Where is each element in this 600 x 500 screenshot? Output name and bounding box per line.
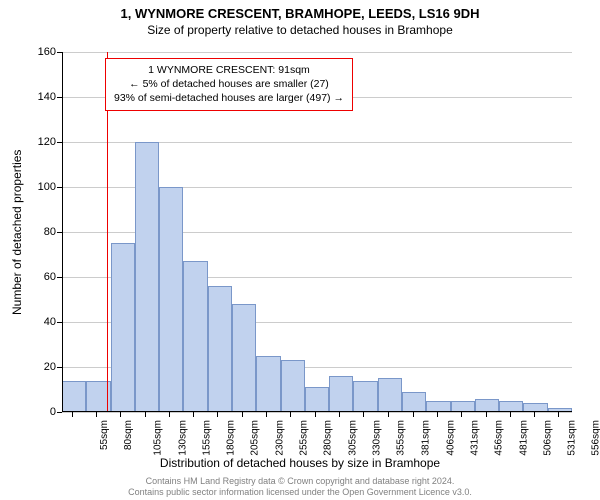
chart-subtitle: Size of property relative to detached ho… xyxy=(0,21,600,37)
footer-line-2: Contains public sector information licen… xyxy=(0,487,600,498)
x-tick-label: 130sqm xyxy=(177,420,188,456)
histogram-bar xyxy=(256,356,280,412)
histogram-bar xyxy=(329,376,353,412)
x-tick-label: 556sqm xyxy=(591,420,600,456)
histogram-bar xyxy=(208,286,232,412)
x-tick-label: 80sqm xyxy=(123,420,134,450)
x-tick-mark xyxy=(169,412,170,417)
x-tick-label: 230sqm xyxy=(274,420,285,456)
y-tick-label: 160 xyxy=(38,46,56,58)
y-tick-label: 120 xyxy=(38,136,56,148)
x-tick-label: 355sqm xyxy=(396,420,407,456)
x-tick-mark xyxy=(145,412,146,417)
histogram-bar xyxy=(135,142,159,412)
histogram-bar xyxy=(281,360,305,412)
x-tick-label: 155sqm xyxy=(201,420,212,456)
y-tick-label: 20 xyxy=(44,361,56,373)
x-tick-mark xyxy=(193,412,194,417)
x-tick-mark xyxy=(96,412,97,417)
x-tick-mark xyxy=(461,412,462,417)
legend-line-3: 93% of semi-detached houses are larger (… xyxy=(114,91,344,105)
legend-box: 1 WYNMORE CRESCENT: 91sqm ← 5% of detach… xyxy=(105,58,353,111)
x-tick-mark xyxy=(315,412,316,417)
histogram-bar xyxy=(353,381,377,413)
x-tick-mark xyxy=(290,412,291,417)
x-tick-label: 456sqm xyxy=(494,420,505,456)
x-axis-line xyxy=(62,411,572,412)
x-tick-mark xyxy=(534,412,535,417)
x-tick-mark xyxy=(242,412,243,417)
gridline xyxy=(62,52,572,53)
x-tick-mark xyxy=(217,412,218,417)
histogram-bar xyxy=(159,187,183,412)
footer-attribution: Contains HM Land Registry data © Crown c… xyxy=(0,476,600,499)
x-tick-label: 506sqm xyxy=(542,420,553,456)
x-tick-label: 205sqm xyxy=(250,420,261,456)
histogram-bar xyxy=(183,261,207,412)
y-tick-label: 0 xyxy=(50,406,56,418)
x-tick-mark xyxy=(510,412,511,417)
x-axis-label: Distribution of detached houses by size … xyxy=(0,456,600,470)
y-tick-label: 140 xyxy=(38,91,56,103)
x-tick-label: 431sqm xyxy=(470,420,481,456)
y-tick-label: 100 xyxy=(38,181,56,193)
y-tick-label: 80 xyxy=(44,226,56,238)
histogram-bar xyxy=(111,243,135,412)
x-tick-mark xyxy=(558,412,559,417)
x-tick-mark xyxy=(266,412,267,417)
histogram-bar xyxy=(402,392,426,412)
histogram-bar xyxy=(378,378,402,412)
x-tick-label: 305sqm xyxy=(347,420,358,456)
x-tick-label: 105sqm xyxy=(153,420,164,456)
x-tick-mark xyxy=(388,412,389,417)
x-tick-mark xyxy=(339,412,340,417)
x-tick-mark xyxy=(363,412,364,417)
y-tick-mark xyxy=(57,412,62,413)
legend-line-2: ← 5% of detached houses are smaller (27) xyxy=(114,77,344,91)
x-tick-mark xyxy=(486,412,487,417)
y-tick-label: 60 xyxy=(44,271,56,283)
footer-line-1: Contains HM Land Registry data © Crown c… xyxy=(0,476,600,487)
histogram-bar xyxy=(305,387,329,412)
x-tick-label: 255sqm xyxy=(299,420,310,456)
x-tick-label: 180sqm xyxy=(226,420,237,456)
x-tick-label: 280sqm xyxy=(323,420,334,456)
x-tick-mark xyxy=(413,412,414,417)
legend-line-1: 1 WYNMORE CRESCENT: 91sqm xyxy=(114,63,344,77)
x-tick-label: 55sqm xyxy=(99,420,110,450)
x-tick-label: 481sqm xyxy=(518,420,529,456)
y-axis-line xyxy=(62,52,63,412)
histogram-bar xyxy=(475,399,499,413)
gridline xyxy=(62,412,572,413)
x-tick-mark xyxy=(120,412,121,417)
x-tick-label: 531sqm xyxy=(567,420,578,456)
x-tick-mark xyxy=(72,412,73,417)
x-tick-label: 406sqm xyxy=(445,420,456,456)
histogram-bar xyxy=(62,381,86,413)
histogram-bar xyxy=(232,304,256,412)
y-tick-label: 40 xyxy=(44,316,56,328)
chart-title: 1, WYNMORE CRESCENT, BRAMHOPE, LEEDS, LS… xyxy=(0,0,600,21)
y-axis-label: Number of detached properties xyxy=(10,149,24,314)
x-tick-mark xyxy=(437,412,438,417)
x-tick-label: 381sqm xyxy=(421,420,432,456)
x-tick-label: 330sqm xyxy=(371,420,382,456)
